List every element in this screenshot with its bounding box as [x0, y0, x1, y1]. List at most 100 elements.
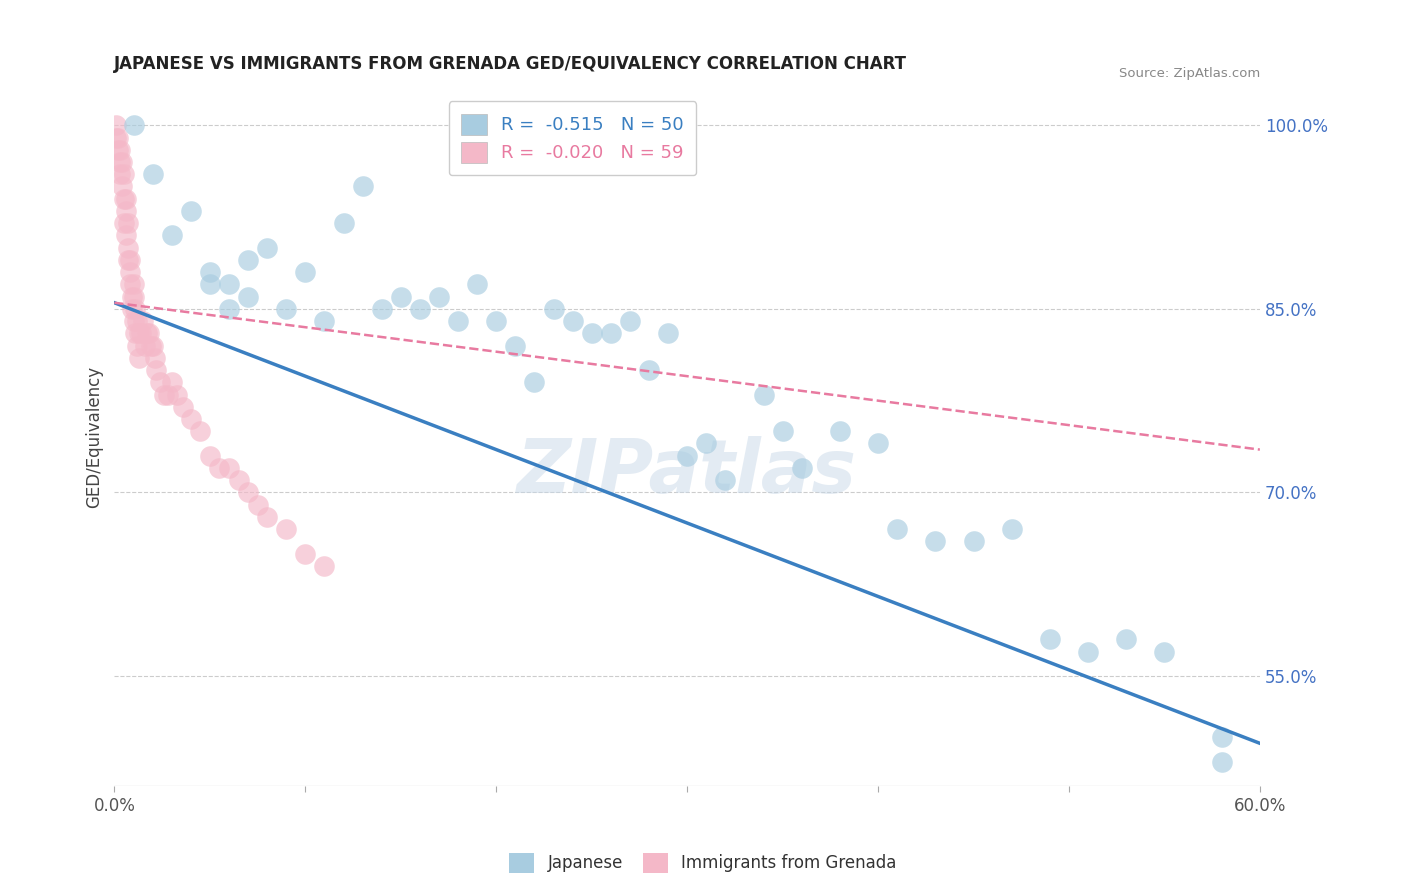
Point — [135, 326, 157, 341]
Point — [153, 387, 176, 401]
Point — [115, 204, 138, 219]
Point — [118, 265, 141, 279]
Point — [314, 314, 336, 328]
Point — [962, 534, 984, 549]
Point — [276, 522, 298, 536]
Point — [256, 509, 278, 524]
Point — [427, 290, 450, 304]
Point — [117, 216, 139, 230]
Point — [924, 534, 946, 549]
Point — [122, 314, 145, 328]
Point — [332, 216, 354, 230]
Point — [198, 277, 221, 292]
Point — [118, 277, 141, 292]
Point — [1001, 522, 1024, 536]
Point — [156, 387, 179, 401]
Point — [127, 338, 149, 352]
Point — [695, 436, 717, 450]
Point — [111, 179, 134, 194]
Point — [142, 338, 165, 352]
Point — [465, 277, 488, 292]
Text: Source: ZipAtlas.com: Source: ZipAtlas.com — [1119, 67, 1260, 80]
Point — [256, 241, 278, 255]
Point — [485, 314, 508, 328]
Point — [772, 424, 794, 438]
Point — [121, 301, 143, 316]
Point — [142, 167, 165, 181]
Point — [828, 424, 851, 438]
Point — [657, 326, 679, 341]
Point — [246, 498, 269, 512]
Point — [112, 216, 135, 230]
Point — [188, 424, 211, 438]
Point — [124, 301, 146, 316]
Point — [599, 326, 621, 341]
Point — [108, 167, 131, 181]
Point — [523, 376, 546, 390]
Point — [115, 192, 138, 206]
Point — [143, 351, 166, 365]
Point — [561, 314, 583, 328]
Point — [129, 326, 152, 341]
Point — [132, 314, 155, 328]
Point — [638, 363, 661, 377]
Point — [180, 412, 202, 426]
Point — [886, 522, 908, 536]
Y-axis label: GED/Equivalency: GED/Equivalency — [86, 367, 103, 508]
Point — [218, 461, 240, 475]
Point — [149, 376, 172, 390]
Point — [172, 400, 194, 414]
Point — [105, 118, 128, 132]
Point — [1039, 632, 1062, 647]
Point — [134, 338, 156, 352]
Point — [236, 485, 259, 500]
Point — [180, 204, 202, 219]
Point — [128, 351, 150, 365]
Point — [581, 326, 603, 341]
Legend: R =  -0.515   N = 50, R =  -0.020   N = 59: R = -0.515 N = 50, R = -0.020 N = 59 — [449, 101, 696, 176]
Legend: Japanese, Immigrants from Grenada: Japanese, Immigrants from Grenada — [502, 847, 904, 880]
Point — [228, 473, 250, 487]
Point — [619, 314, 641, 328]
Point — [276, 301, 298, 316]
Point — [108, 143, 131, 157]
Text: ZIPatlas: ZIPatlas — [517, 435, 858, 508]
Point — [505, 338, 527, 352]
Point — [198, 265, 221, 279]
Point — [111, 155, 134, 169]
Point — [108, 155, 131, 169]
Point — [447, 314, 470, 328]
Point — [868, 436, 890, 450]
Point — [752, 387, 775, 401]
Point — [145, 363, 167, 377]
Text: JAPANESE VS IMMIGRANTS FROM GRENADA GED/EQUIVALENCY CORRELATION CHART: JAPANESE VS IMMIGRANTS FROM GRENADA GED/… — [114, 55, 907, 73]
Point — [409, 301, 432, 316]
Point — [117, 241, 139, 255]
Point — [160, 376, 183, 390]
Point — [122, 290, 145, 304]
Point — [294, 547, 316, 561]
Point — [1077, 644, 1099, 658]
Point — [105, 130, 128, 145]
Point — [1211, 755, 1233, 769]
Point — [236, 290, 259, 304]
Point — [128, 326, 150, 341]
Point — [218, 301, 240, 316]
Point — [139, 338, 162, 352]
Point — [294, 265, 316, 279]
Point — [198, 449, 221, 463]
Point — [138, 326, 160, 341]
Point — [314, 558, 336, 573]
Point — [218, 277, 240, 292]
Point — [676, 449, 699, 463]
Point — [121, 290, 143, 304]
Point — [160, 228, 183, 243]
Point — [166, 387, 188, 401]
Point — [107, 130, 129, 145]
Point — [543, 301, 565, 316]
Point — [352, 179, 374, 194]
Point — [1115, 632, 1137, 647]
Point — [112, 192, 135, 206]
Point — [117, 252, 139, 267]
Point — [790, 461, 813, 475]
